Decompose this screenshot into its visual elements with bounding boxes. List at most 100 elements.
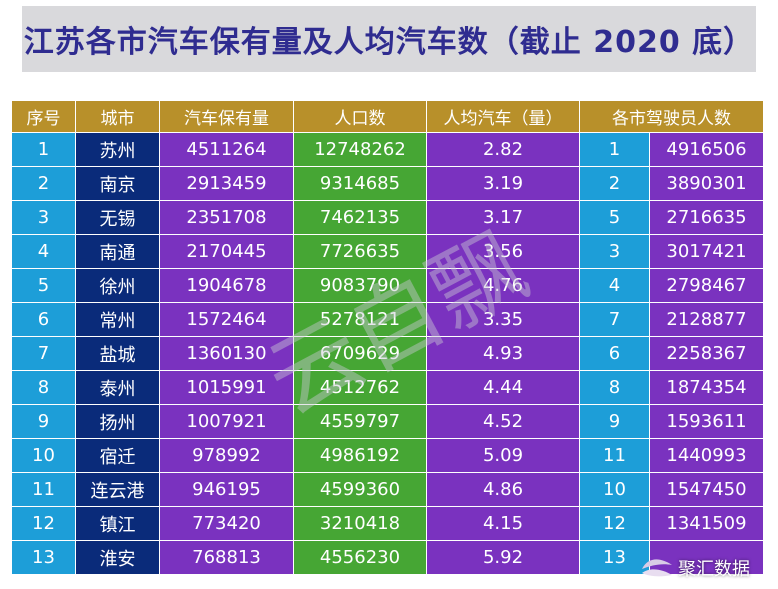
cell-seq: 3 — [11, 200, 76, 235]
cell-population: 3210418 — [293, 506, 427, 541]
table-row: 2 南京 2913459 9314685 3.19 2 3890301 — [11, 166, 764, 201]
cell-per-capita: 4.86 — [426, 472, 580, 507]
table-row: 4 南通 2170445 7726635 3.56 3 3017421 — [11, 234, 764, 269]
cell-seq: 2 — [11, 166, 76, 201]
cell-seq: 1 — [11, 132, 76, 167]
cell-drivers: 3890301 — [649, 166, 764, 201]
cell-driver-rank: 12 — [579, 506, 650, 541]
cell-driver-rank: 10 — [579, 472, 650, 507]
cell-cars: 1007921 — [159, 404, 294, 439]
cell-seq: 12 — [11, 506, 76, 541]
cell-driver-rank: 7 — [579, 302, 650, 337]
header-seq: 序号 — [11, 100, 76, 133]
cell-city: 镇江 — [75, 506, 160, 541]
cell-city: 泰州 — [75, 370, 160, 405]
cell-cars: 946195 — [159, 472, 294, 507]
cell-cars: 773420 — [159, 506, 294, 541]
cell-driver-rank: 2 — [579, 166, 650, 201]
cell-drivers: 2258367 — [649, 336, 764, 371]
cell-population: 4986192 — [293, 438, 427, 473]
cell-seq: 9 — [11, 404, 76, 439]
cell-driver-rank: 13 — [579, 540, 650, 575]
cell-seq: 5 — [11, 268, 76, 303]
cell-per-capita: 3.19 — [426, 166, 580, 201]
table-row: 1 苏州 4511264 12748262 2.82 1 4916506 — [11, 132, 764, 167]
cell-seq: 13 — [11, 540, 76, 575]
cell-drivers: 1341509 — [649, 506, 764, 541]
cell-driver-rank: 6 — [579, 336, 650, 371]
cell-per-capita: 4.76 — [426, 268, 580, 303]
cell-seq: 4 — [11, 234, 76, 269]
cell-drivers: 2128877 — [649, 302, 764, 337]
cell-population: 6709629 — [293, 336, 427, 371]
cell-cars: 768813 — [159, 540, 294, 575]
table-row: 6 常州 1572464 5278121 3.35 7 2128877 — [11, 302, 764, 337]
header-population: 人口数 — [293, 100, 427, 133]
cell-per-capita: 4.93 — [426, 336, 580, 371]
brand-logo-icon — [642, 559, 672, 577]
cell-cars: 2170445 — [159, 234, 294, 269]
cell-per-capita: 3.17 — [426, 200, 580, 235]
cell-seq: 8 — [11, 370, 76, 405]
cell-per-capita: 2.82 — [426, 132, 580, 167]
cell-population: 4556230 — [293, 540, 427, 575]
cell-cars: 1572464 — [159, 302, 294, 337]
brand-name: 聚汇数据 — [678, 559, 750, 580]
brand-badge: 聚汇数据 — [640, 550, 778, 586]
cell-seq: 6 — [11, 302, 76, 337]
cell-city: 盐城 — [75, 336, 160, 371]
cell-drivers: 2798467 — [649, 268, 764, 303]
table-row: 5 徐州 1904678 9083790 4.76 4 2798467 — [11, 268, 764, 303]
cell-per-capita: 3.35 — [426, 302, 580, 337]
cell-city: 苏州 — [75, 132, 160, 167]
cell-drivers: 1547450 — [649, 472, 764, 507]
cell-driver-rank: 8 — [579, 370, 650, 405]
cell-city: 无锡 — [75, 200, 160, 235]
cell-drivers: 1593611 — [649, 404, 764, 439]
cell-city: 连云港 — [75, 472, 160, 507]
cell-population: 12748262 — [293, 132, 427, 167]
cell-city: 淮安 — [75, 540, 160, 575]
table-body: 1 苏州 4511264 12748262 2.82 1 4916506 2 南京 2913459… — [11, 132, 764, 575]
cell-per-capita: 4.44 — [426, 370, 580, 405]
cell-per-capita: 5.09 — [426, 438, 580, 473]
table-row: 7 盐城 1360130 6709629 4.93 6 2258367 — [11, 336, 764, 371]
title-banner: 江苏各市汽车保有量及人均汽车数（截止 2020 底） — [22, 6, 756, 72]
cell-driver-rank: 3 — [579, 234, 650, 269]
cell-city: 扬州 — [75, 404, 160, 439]
cell-population: 7726635 — [293, 234, 427, 269]
table-header-row: 序号 城市 汽车保有量 人口数 人均汽车（量） 各市驾驶员人数 — [11, 100, 764, 133]
cell-drivers: 1874354 — [649, 370, 764, 405]
cell-driver-rank: 9 — [579, 404, 650, 439]
cell-cars: 2913459 — [159, 166, 294, 201]
cell-population: 7462135 — [293, 200, 427, 235]
cell-driver-rank: 5 — [579, 200, 650, 235]
cell-population: 9083790 — [293, 268, 427, 303]
cell-seq: 10 — [11, 438, 76, 473]
cell-city: 南通 — [75, 234, 160, 269]
cell-cars: 4511264 — [159, 132, 294, 167]
cell-drivers: 1440993 — [649, 438, 764, 473]
cell-drivers — [649, 540, 764, 575]
page-title: 江苏各市汽车保有量及人均汽车数（截止 2020 底） — [23, 25, 755, 60]
cell-drivers: 3017421 — [649, 234, 764, 269]
cell-population: 4512762 — [293, 370, 427, 405]
cell-city: 徐州 — [75, 268, 160, 303]
table-row: 8 泰州 1015991 4512762 4.44 8 1874354 — [11, 370, 764, 405]
cell-cars: 978992 — [159, 438, 294, 473]
cell-drivers: 2716635 — [649, 200, 764, 235]
cell-driver-rank: 1 — [579, 132, 650, 167]
cell-per-capita: 4.52 — [426, 404, 580, 439]
cell-per-capita: 5.92 — [426, 540, 580, 575]
cell-driver-rank: 4 — [579, 268, 650, 303]
car-ownership-table: 序号 城市 汽车保有量 人口数 人均汽车（量） 各市驾驶员人数 1 苏州 45112… — [11, 100, 764, 575]
table-row: 11 连云港 946195 4599360 4.86 10 1547450 — [11, 472, 764, 507]
cell-cars: 1015991 — [159, 370, 294, 405]
table-row: 13 淮安 768813 4556230 5.92 13 — [11, 540, 764, 575]
table-row: 12 镇江 773420 3210418 4.15 12 1341509 — [11, 506, 764, 541]
header-city: 城市 — [75, 100, 160, 133]
table-row: 3 无锡 2351708 7462135 3.17 5 2716635 — [11, 200, 764, 235]
cell-population: 5278121 — [293, 302, 427, 337]
cell-drivers: 4916506 — [649, 132, 764, 167]
cell-population: 9314685 — [293, 166, 427, 201]
